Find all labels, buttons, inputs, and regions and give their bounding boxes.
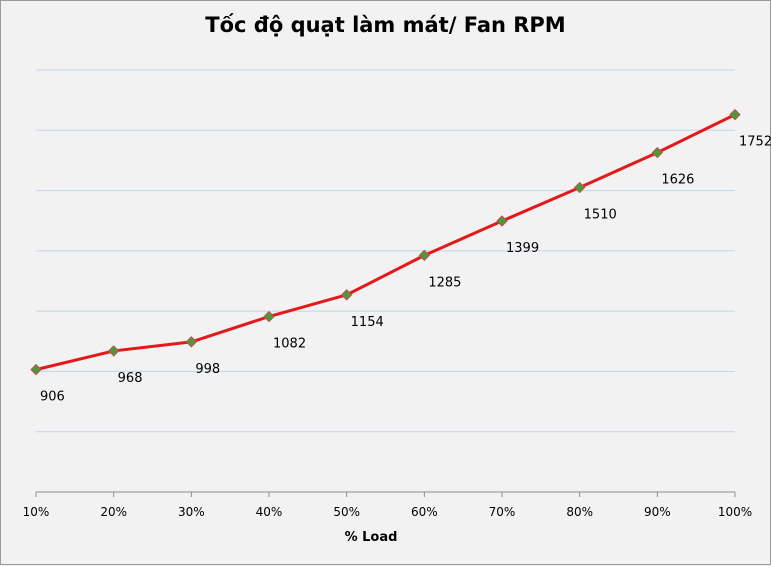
data-point [496,215,508,227]
data-label: 968 [118,371,143,386]
x-tick-label: 40% [256,505,283,519]
data-label: 1285 [428,275,461,290]
data-point [185,336,198,348]
data-label: 906 [40,390,65,405]
data-label: 1154 [351,315,384,330]
data-label: 1752 [739,135,771,150]
data-label: 1399 [506,241,539,256]
data-point [340,289,353,301]
data-label: 1626 [661,173,694,188]
data-label: 998 [195,362,220,377]
series-line [35,113,736,372]
data-label: 1510 [584,208,617,223]
x-tick-label: 20% [100,505,127,519]
x-tick-label: 90% [644,505,671,519]
data-point [107,345,120,357]
data-point [263,310,275,323]
x-tick-label: 80% [566,505,593,519]
data-point [30,363,42,376]
x-tick-label: 50% [333,505,360,519]
x-tick-label: 30% [178,505,205,519]
data-point [418,249,431,262]
data-point [573,181,586,194]
x-tick-label: 10% [23,505,50,519]
data-label: 1082 [273,337,306,352]
x-axis-title: % Load [344,530,398,545]
x-tick-label: 100% [718,505,752,519]
data-point [729,108,741,121]
data-point [651,146,664,159]
chart-title: Tốc độ quạt làm mát/ Fan RPM [205,13,566,37]
x-tick-label: 60% [411,505,438,519]
x-tick-label: 70% [489,505,516,519]
